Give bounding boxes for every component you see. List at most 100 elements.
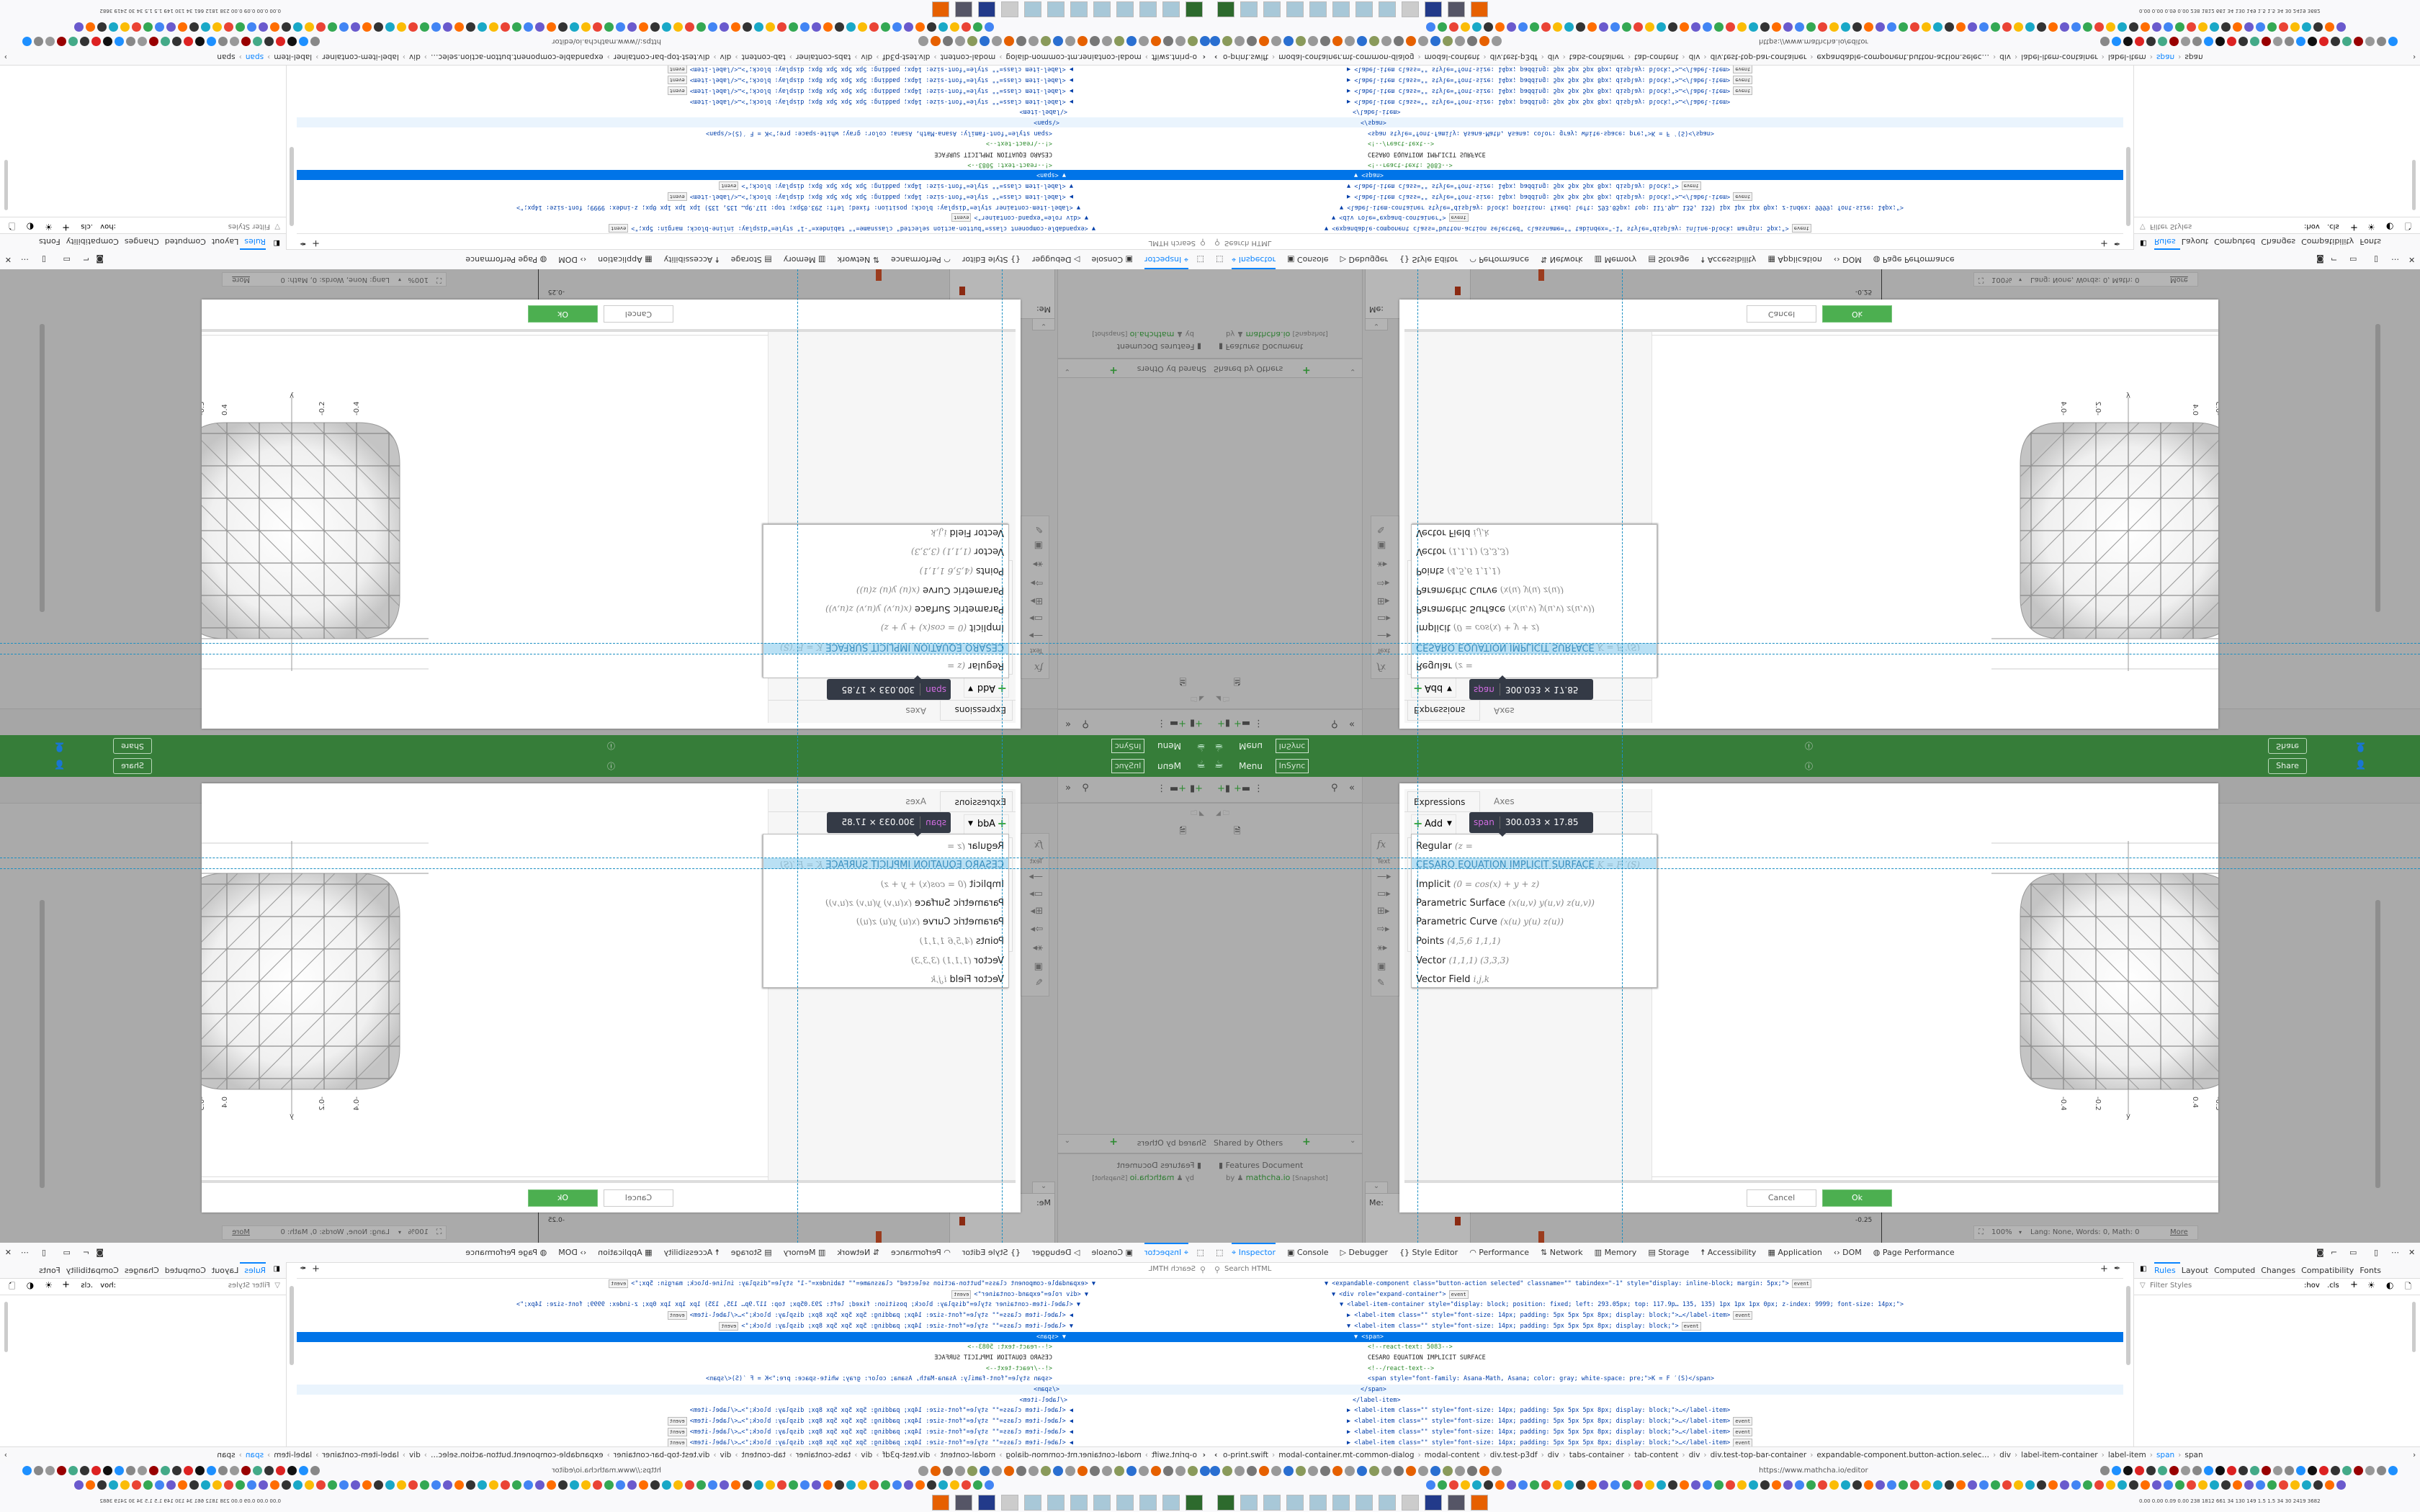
rectangle-tool-icon[interactable]: ▭▸ xyxy=(1377,888,1391,899)
devtools-tab-debugger[interactable]: ▷ Debugger xyxy=(1032,1243,1080,1262)
bookmark-icon[interactable] xyxy=(247,1480,256,1490)
extension-icon[interactable] xyxy=(1443,1466,1453,1476)
html-node-line[interactable]: ▶ <label-item class="" style="font-size:… xyxy=(1347,96,1730,107)
bookmark-icon[interactable] xyxy=(570,1480,579,1490)
rules-tab-layout[interactable]: Layout xyxy=(2181,1266,2209,1275)
toolbar-icon[interactable] xyxy=(2308,1466,2317,1475)
extension-icon[interactable] xyxy=(980,1466,990,1476)
toolbar-icon[interactable] xyxy=(310,37,320,46)
html-node-line[interactable]: ▶ <label-item class="" style="font-size:… xyxy=(1347,75,1753,85)
zoom-select[interactable]: 100% xyxy=(408,276,429,284)
collapse-sidebar-icon[interactable]: « xyxy=(1065,719,1071,729)
breadcrumb-scroll-left-icon[interactable]: ‹ xyxy=(1202,53,1206,61)
html-node-line[interactable]: ▼ <div role="expand-container">event xyxy=(1332,212,1469,222)
bookmark-icon[interactable] xyxy=(2198,1480,2208,1490)
html-node-line[interactable]: CESARO EQUATION IMPLICIT SURFACE xyxy=(1368,1353,1486,1363)
bookmark-icon[interactable] xyxy=(754,1480,763,1490)
add-rule-icon[interactable]: + xyxy=(2350,1279,2358,1290)
extension-icon[interactable] xyxy=(1114,1466,1124,1476)
filter-styles-input[interactable] xyxy=(2148,222,2281,231)
breadcrumb-scroll-right-icon[interactable]: › xyxy=(2413,1451,2416,1459)
bookmark-icon[interactable] xyxy=(2025,1480,2035,1490)
extension-icon[interactable] xyxy=(1406,36,1416,46)
bookmark-icon[interactable] xyxy=(2141,1480,2150,1490)
taskbar-app-icon[interactable] xyxy=(1332,1495,1350,1511)
chevron-down-icon[interactable]: ⌄ xyxy=(1350,1137,1356,1145)
toolbar-icon[interactable] xyxy=(264,1466,274,1475)
html-node-line[interactable]: ▼ <label-item-container style="display: … xyxy=(1340,202,1904,212)
bookmark-icon[interactable] xyxy=(201,22,210,32)
more-options-icon[interactable]: ⋮ xyxy=(1254,783,1263,794)
bookmark-icon[interactable] xyxy=(2313,22,2323,32)
rules-tab-computed[interactable]: Computed xyxy=(164,237,206,246)
rules-tab-fonts[interactable]: Fonts xyxy=(39,237,60,246)
bookmark-icon[interactable] xyxy=(2267,1480,2277,1490)
devtools-tab-performance[interactable]: ◠ Performance xyxy=(891,1243,951,1262)
bookmark-icon[interactable] xyxy=(1876,1480,1885,1490)
tab-axes[interactable]: Axes xyxy=(905,796,926,806)
taskbar-app-icon[interactable] xyxy=(978,1,995,17)
collapse-chevron-icon[interactable]: ⌄ xyxy=(1365,318,1388,330)
bookmark-icon[interactable] xyxy=(1634,1480,1643,1490)
devtools-tab-performance[interactable]: ◠ Performance xyxy=(1469,1243,1529,1262)
toolbar-icon[interactable] xyxy=(2135,37,2144,46)
url-bar[interactable]: https://www.mathcha.io/editor xyxy=(552,1467,661,1475)
shared-by-others-header[interactable]: Shared by Others + ⌄ xyxy=(1210,358,1362,378)
event-badge[interactable]: event xyxy=(667,1427,687,1436)
event-badge[interactable]: event xyxy=(1791,1279,1811,1288)
toolbar-icon[interactable] xyxy=(218,1466,228,1475)
taskbar-app-icon[interactable] xyxy=(1448,1495,1465,1511)
bookmark-icon[interactable] xyxy=(1714,22,1724,32)
toolbar-icon[interactable] xyxy=(207,1466,216,1475)
bookmark-icon[interactable] xyxy=(74,22,84,32)
html-node-line[interactable]: </span> xyxy=(1361,117,1386,127)
insync-button[interactable]: InSync xyxy=(1276,759,1309,773)
bookmark-icon[interactable] xyxy=(950,22,959,32)
bookmark-icon[interactable] xyxy=(2279,1480,2288,1490)
event-badge[interactable]: event xyxy=(609,1279,629,1288)
bookmark-icon[interactable] xyxy=(212,1480,222,1490)
panel-splitter[interactable] xyxy=(286,1262,287,1446)
extension-icon[interactable] xyxy=(1234,1466,1245,1476)
search-icon[interactable]: ⚲ xyxy=(1082,719,1089,729)
add-rule-icon[interactable]: + xyxy=(62,1279,70,1290)
html-node-line[interactable]: <!--react-text: 5083--> xyxy=(967,160,1052,170)
toolbar-icon[interactable] xyxy=(2181,1466,2190,1475)
folder-icon[interactable]: ◢ 🗀 xyxy=(1216,810,1229,817)
breadcrumb-item[interactable]: modal-content xyxy=(1424,1451,1480,1459)
bookmark-icon[interactable] xyxy=(420,1480,429,1490)
breadcrumb-item[interactable]: label-item xyxy=(274,1451,313,1459)
html-node-line[interactable]: </label-item> xyxy=(1019,107,1067,117)
toolbar-icon[interactable] xyxy=(2112,37,2121,46)
event-badge[interactable]: event xyxy=(1681,181,1701,191)
bookmark-icon[interactable] xyxy=(2071,22,2081,32)
taskbar-app-icon[interactable] xyxy=(955,1,972,17)
bookmark-icon[interactable] xyxy=(2071,1480,2081,1490)
image-tool-icon[interactable]: ▣ xyxy=(1377,540,1386,551)
document-icon[interactable]: 🗎 xyxy=(1234,826,1241,836)
menu-button[interactable]: Menu xyxy=(1239,741,1263,751)
bookmark-icon[interactable] xyxy=(143,22,153,32)
bookmark-icon[interactable] xyxy=(800,1480,810,1490)
event-badge[interactable]: event xyxy=(1733,65,1753,74)
devtools-tab-debugger[interactable]: ▷ Debugger xyxy=(1340,250,1388,269)
bookmark-icon[interactable] xyxy=(1772,1480,1781,1490)
dark-theme-icon[interactable]: ◐ xyxy=(26,222,34,232)
extension-icon[interactable] xyxy=(1455,36,1465,46)
html-node-line[interactable]: </label-item> xyxy=(1353,107,1401,117)
rules-tab-fonts[interactable]: Fonts xyxy=(2360,1266,2381,1275)
extension-icon[interactable] xyxy=(1479,36,1489,46)
dark-theme-icon[interactable]: ◐ xyxy=(26,1280,34,1290)
breadcrumb-item[interactable]: div.test-p3df xyxy=(1489,53,1538,61)
breadcrumb-item[interactable]: div xyxy=(1688,1451,1700,1459)
toolbar-icon[interactable] xyxy=(2365,1466,2375,1475)
taskbar-app-icon[interactable] xyxy=(1047,1495,1065,1511)
breadcrumb-item[interactable]: o-print.swift xyxy=(1151,53,1197,61)
bookmark-icon[interactable] xyxy=(547,1480,556,1490)
menu-item[interactable]: Parametric Surface(x(u,v) y(u,v) z(u,v)) xyxy=(1416,896,1595,909)
menu-item[interactable]: Implicit(0 = cos(x) + y + z) xyxy=(1416,878,1539,891)
bookmark-icon[interactable] xyxy=(524,1480,533,1490)
toolbar-icon[interactable] xyxy=(2250,1466,2259,1475)
extension-icon[interactable] xyxy=(1345,36,1355,46)
bookmark-icon[interactable] xyxy=(1956,22,1966,32)
